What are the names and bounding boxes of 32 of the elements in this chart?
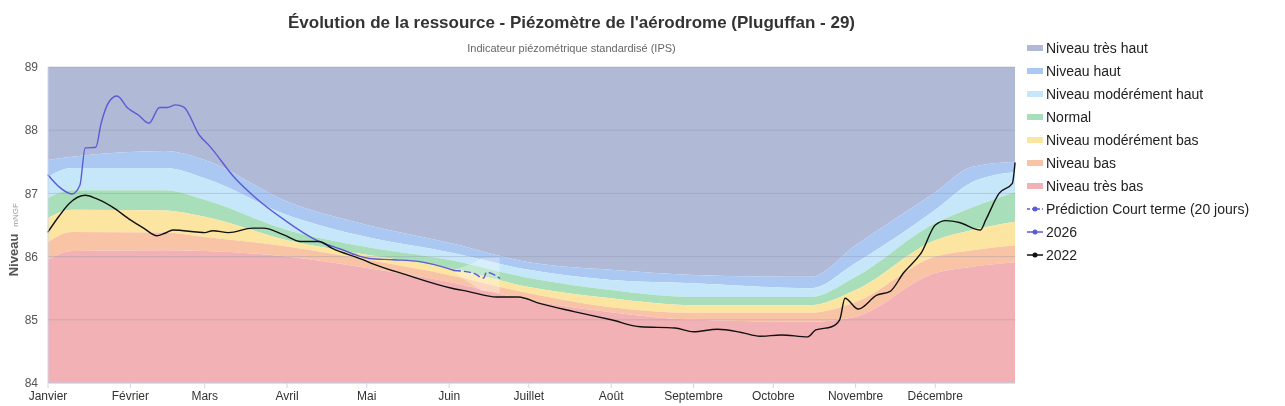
x-tick-label: Octobre	[751, 389, 795, 403]
x-tick-label: Septembre	[664, 389, 724, 403]
x-tick-label: Juillet	[513, 389, 545, 403]
legend-label: 2026	[1046, 223, 1078, 240]
legend-label: Niveau très haut	[1046, 39, 1149, 56]
y-tick-label: 86	[24, 249, 39, 264]
y-tick-label: 87	[24, 186, 39, 201]
y-tick-label: 84	[24, 376, 39, 391]
x-tick-label: Février	[111, 389, 150, 403]
legend-label: Niveau bas	[1046, 154, 1117, 171]
text: mNGF	[11, 203, 20, 227]
legend-label: Niveau haut	[1046, 62, 1121, 79]
x-tick-label: Août	[598, 389, 625, 403]
x-tick-label: Mai	[357, 389, 377, 403]
x-tick-label: Novembre	[827, 389, 884, 403]
legend-label: Niveau très bas	[1046, 177, 1144, 194]
legend-label: Niveau modérément haut	[1046, 85, 1204, 102]
chart-subtitle: Indicateur piézométrique standardisé (IPS)	[467, 42, 676, 54]
y-axis-title: Niveau	[6, 233, 21, 277]
x-tick-label: Mars	[191, 389, 219, 403]
x-tick-label: Janvier	[28, 389, 68, 403]
x-tick-label: Avril	[275, 389, 299, 403]
legend-label: Normal	[1046, 108, 1092, 125]
y-tick-label: 89	[24, 60, 39, 75]
y-tick-label: 85	[24, 313, 39, 327]
x-tick-label: Juin	[438, 389, 461, 403]
legend-label: 2022	[1046, 246, 1078, 263]
y-tick-label: 88	[24, 123, 39, 138]
x-tick-label: Décembre	[907, 389, 964, 403]
legend-label: Niveau modérément bas	[1046, 131, 1199, 148]
chart-title: Évolution de la ressource - Piézomètre de l'aérodrome (Pluguffan - 29)	[287, 13, 856, 32]
legend-label: Prédiction Court terme (20 jours)	[1046, 200, 1250, 217]
